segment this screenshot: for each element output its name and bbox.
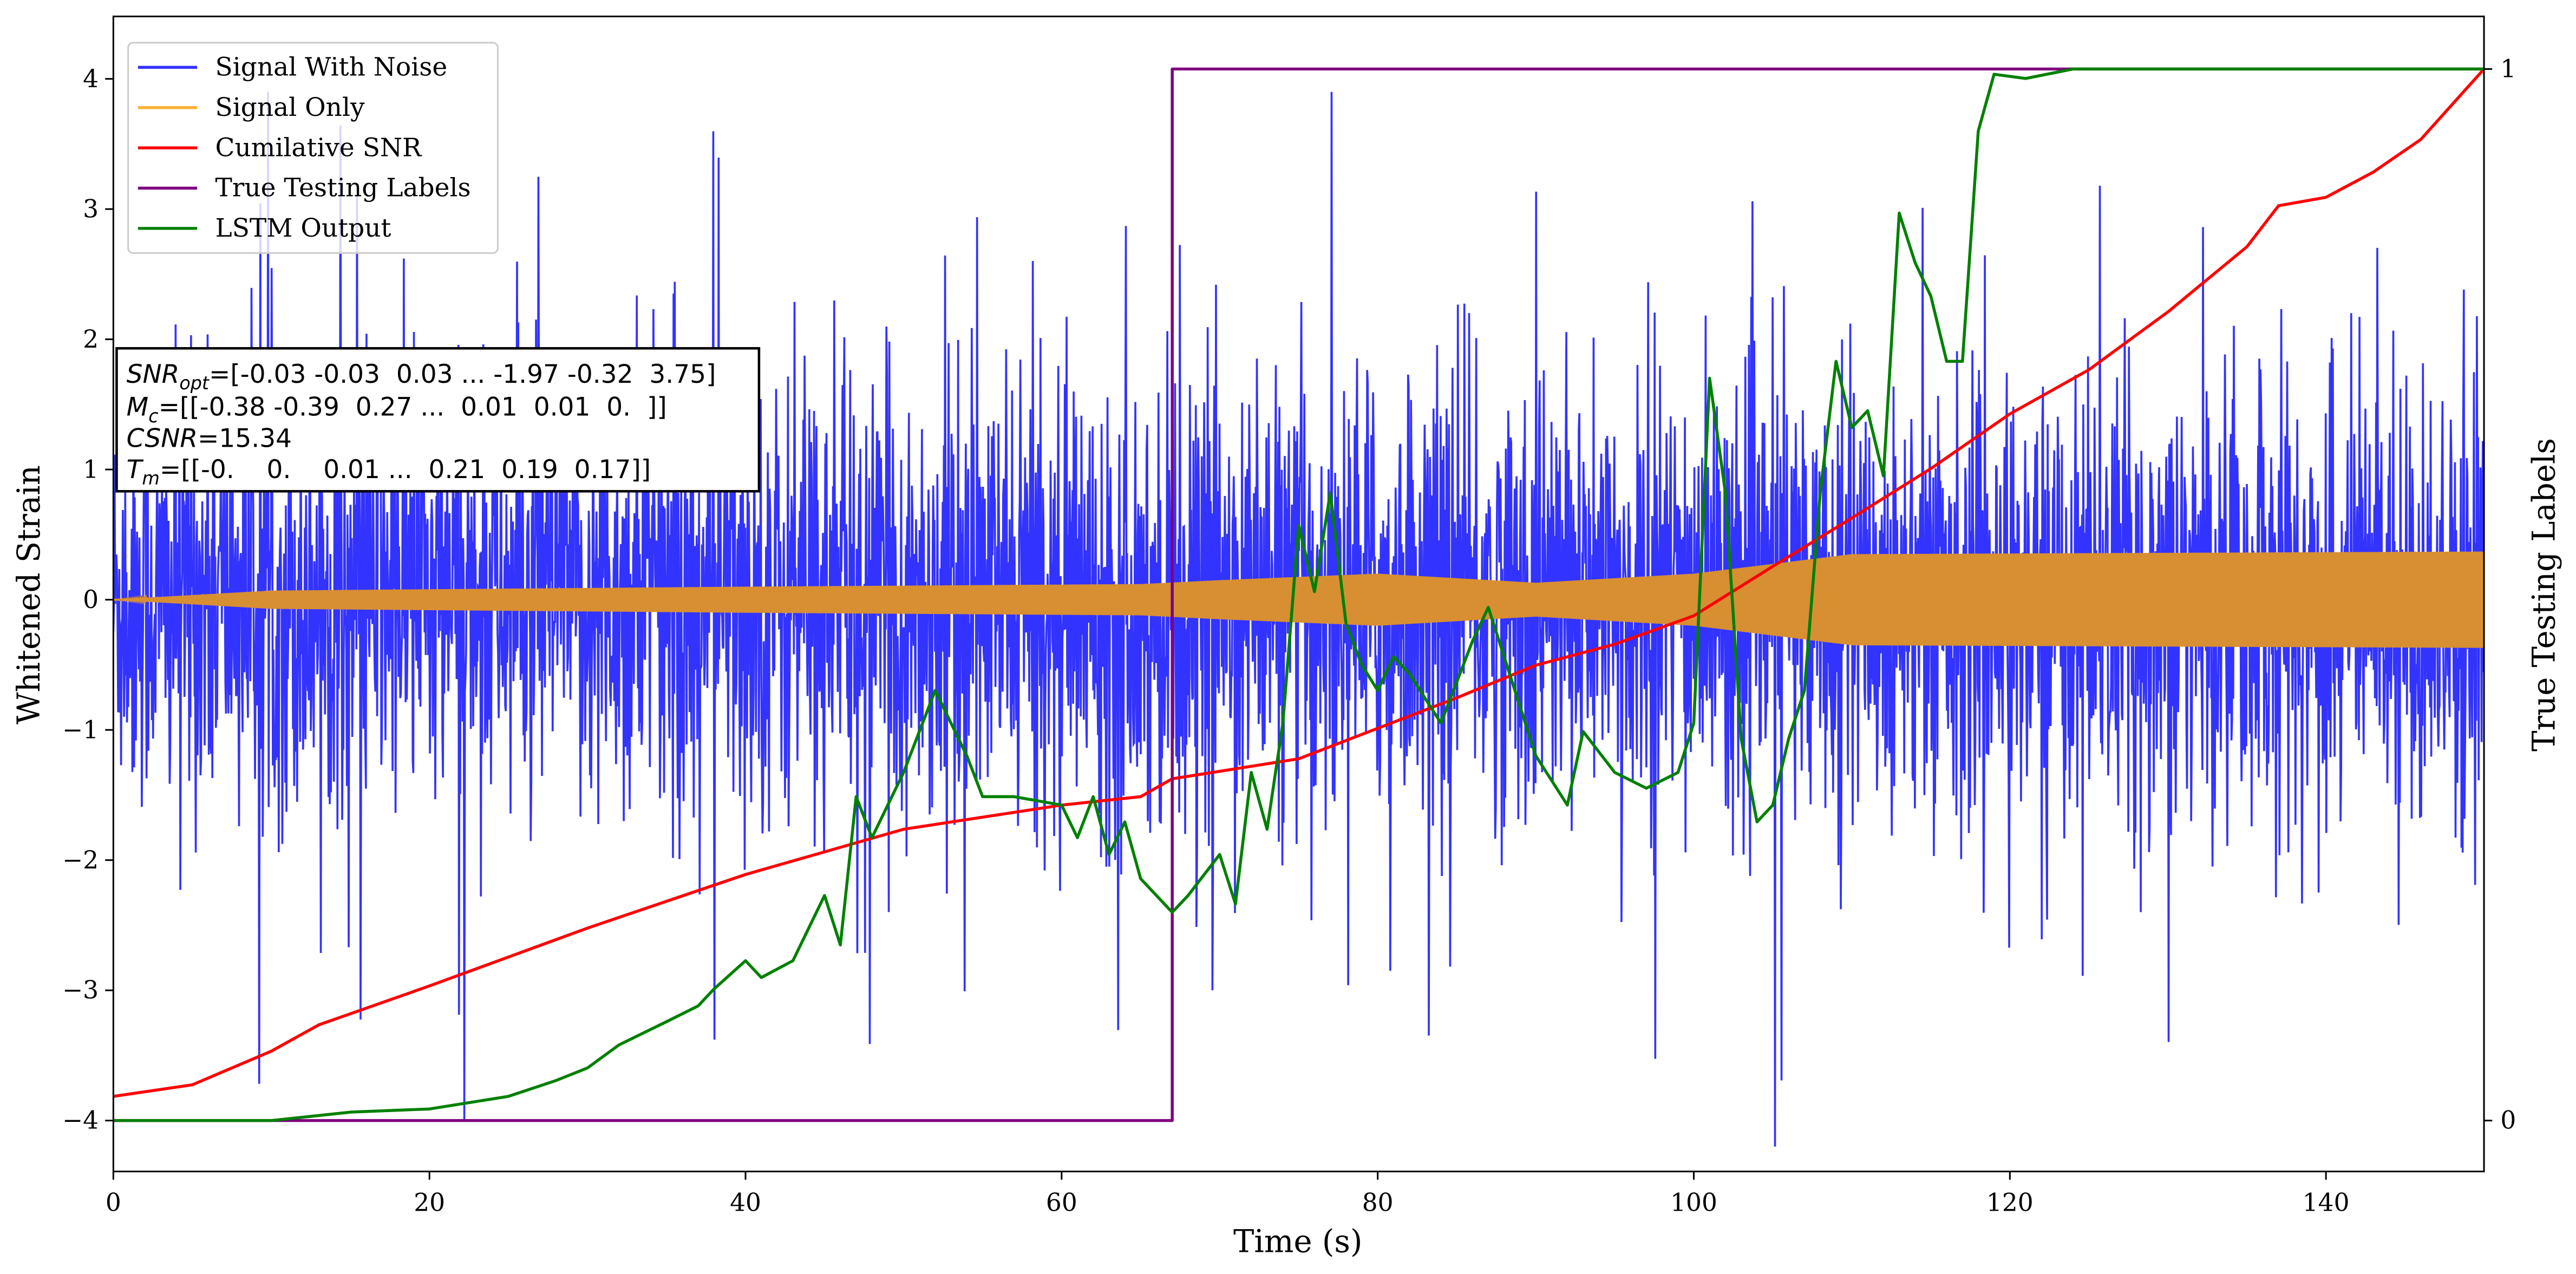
mc-text: Mc=[[-0.38 -0.39 0.27 ... 0.01 0.01 0. ]… [127,393,667,427]
annotation-frame [115,347,761,493]
x-tick-label: 20 [414,1188,445,1217]
y-tick-label: 2 [83,325,99,354]
y-tick-label: −4 [62,1106,99,1135]
y2-axis-label: True Testing Labels [2526,438,2562,752]
series-signal-with-noise [113,92,2485,1147]
series-signal-only [113,551,2485,648]
tm-text: Tm=[[-0. 0. 0.01 ... 0.21 0.19 0.17]] [127,455,651,489]
x-tick-label: 40 [730,1188,761,1217]
y2-tick-label: 0 [2500,1106,2516,1135]
legend-label: True Testing Labels [215,173,471,203]
x-tick-label: 0 [106,1188,121,1217]
legend-box [127,42,499,254]
plot-frame [112,15,2485,1173]
x-tick-label: 80 [1362,1188,1394,1217]
series-true-testing-labels [113,67,2485,1122]
y-tick-label: 4 [83,64,99,93]
y-tick-label: −3 [62,976,99,1004]
y-tick-label: 1 [83,455,99,484]
legend-label: LSTM Output [215,213,391,243]
y-axis-label: Whitened Strain [10,465,47,724]
plot-area [113,67,2485,1147]
x-axis-label: Time (s) [1233,1223,1363,1259]
legend: Signal With Noise Signal Only Cumilative S… [127,42,499,254]
series-lstm-output [113,67,2485,1122]
series-cumulative-snr [113,68,2485,1098]
y-tick-label: 0 [83,585,99,614]
legend-label: Cumilative SNR [215,133,423,162]
y-tick-label: −2 [62,846,99,874]
x-tick-label: 140 [2303,1188,2350,1217]
legend-label: Signal With Noise [215,53,448,82]
snr-opt-text: SNRopt=[-0.03 -0.03 0.03 ... -1.97 -0.32… [127,360,716,394]
y2-tick-label: 1 [2500,55,2516,83]
y-tick-label: 3 [83,194,99,223]
legend-label: Signal Only [215,93,365,122]
annotation-box: SNRopt=[-0.03 -0.03 0.03 ... -1.97 -0.32… [115,347,761,493]
x-tick-label: 60 [1046,1188,1077,1217]
csnr-text: CSNR=15.34 [127,423,292,453]
x-tick-label: 100 [1670,1188,1717,1217]
x-tick-label: 120 [1986,1188,2034,1217]
y-tick-label: −1 [62,715,99,744]
